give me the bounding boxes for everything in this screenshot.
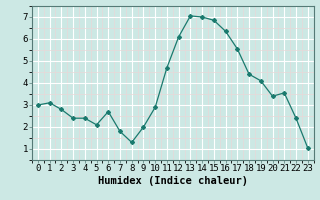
X-axis label: Humidex (Indice chaleur): Humidex (Indice chaleur) <box>98 176 248 186</box>
